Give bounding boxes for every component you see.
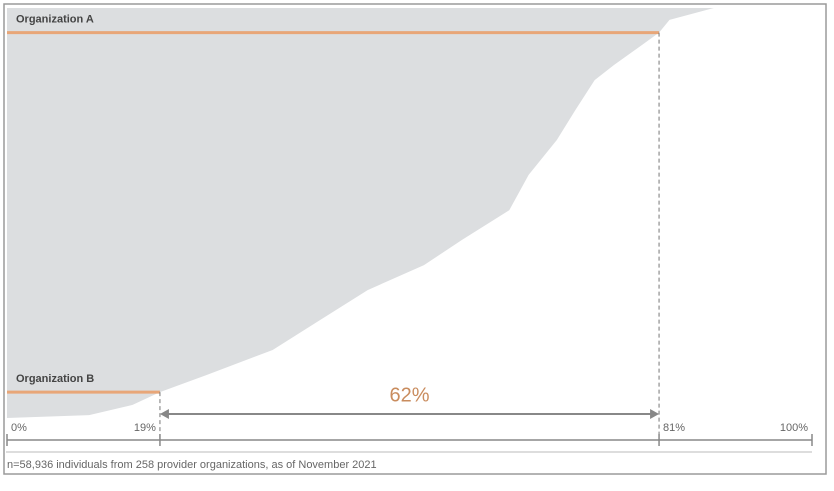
arrow-head bbox=[650, 409, 660, 419]
arrow-head bbox=[159, 409, 169, 419]
plot: Organization A Organization B 62% 0% 19% 81% 1… bbox=[6, 8, 813, 446]
footnote: n=58,936 individuals from 258 provider o… bbox=[7, 459, 377, 471]
x-tick-label: 100% bbox=[780, 422, 808, 434]
marker-label: Organization B bbox=[16, 373, 94, 385]
area bbox=[7, 8, 714, 418]
marker-label: Organization A bbox=[16, 14, 94, 26]
x-tick-label: 19% bbox=[134, 422, 156, 434]
x-tick-label: 81% bbox=[663, 422, 685, 434]
span-label: 62% bbox=[389, 384, 429, 406]
x-tick-label: 0% bbox=[11, 422, 27, 434]
